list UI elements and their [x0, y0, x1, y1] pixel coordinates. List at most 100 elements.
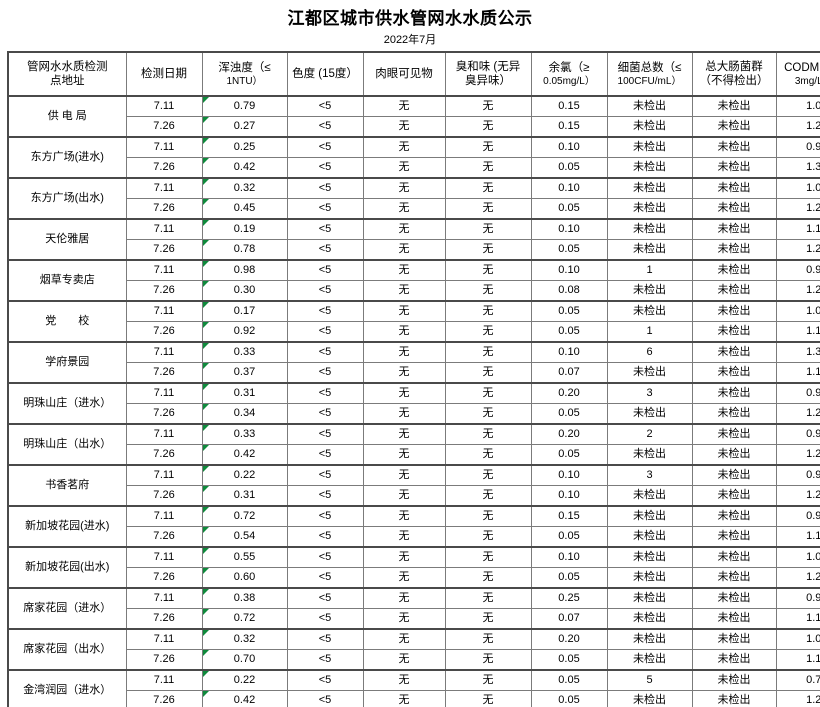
cell-visible-matter: 无 — [362, 464, 446, 486]
table-row: 7.26 0.37 <5 无无 0.07 未检出 未检出 1.1 — [8, 362, 820, 384]
cell-date: 7.26 — [125, 485, 203, 507]
cell-odor: 无 — [444, 321, 532, 343]
table-row: 党 校 7.11 0.17 <5 无无 0.05 未检出 未检出 1.0 — [7, 300, 820, 343]
cell-color: <5 — [286, 321, 364, 343]
cell-color: <5 — [286, 218, 364, 240]
cell-codmn: 1.2 — [775, 239, 820, 261]
cell-comment-marker-icon — [202, 220, 209, 226]
cell-visible-matter: 无 — [362, 177, 446, 199]
cell-color: <5 — [286, 341, 364, 363]
cell-codmn: 1.1 — [775, 362, 820, 384]
column-header-site-line2: 点地址 — [50, 75, 85, 87]
cell-residual-chlorine: 0.10 — [530, 464, 608, 486]
table-row: 天伦雅居 7.11 0.19 <5 无无 0.10 未检出 未检出 1.1 — [7, 218, 820, 261]
cell-residual-chlorine: 0.15 — [530, 116, 608, 138]
cell-comment-marker-icon — [202, 97, 209, 103]
cell-visible-matter: 无 — [362, 218, 446, 240]
cell-comment-marker-icon — [202, 281, 209, 287]
cell-coliform: 未检出 — [691, 382, 777, 404]
cell-bacteria-count: 未检出 — [606, 198, 693, 220]
cell-coliform: 未检出 — [691, 546, 777, 568]
cell-turbidity: 0.54 — [201, 526, 288, 548]
cell-codmn: 1.2 — [775, 403, 820, 425]
cell-odor: 无 — [444, 546, 532, 568]
cell-turbidity: 0.38 — [201, 587, 288, 609]
column-header-site-line1: 管网水水质检测 — [27, 61, 108, 73]
table-row: 东方广场(出水) 7.11 0.32 <5 无无 0.10 未检出 未检出 1.0 — [7, 177, 820, 220]
cell-site-name: 书香茗府 — [7, 464, 127, 507]
table-row: 7.26 0.92 <5 无无 0.05 1 未检出 1.1 — [8, 321, 820, 343]
cell-turbidity-value: 0.45 — [233, 202, 256, 214]
table-row: 7.26 0.27 <5 无无 0.15 未检出 未检出 1.2 — [8, 116, 820, 138]
cell-residual-chlorine: 0.05 — [530, 300, 608, 322]
cell-site-name: 党 校 — [7, 300, 127, 343]
cell-comment-marker-icon — [202, 363, 209, 369]
table-row: 书香茗府 7.11 0.22 <5 无无 0.10 3 未检出 0.9 — [7, 464, 820, 507]
cell-codmn: 1.2 — [775, 444, 820, 466]
cell-color: <5 — [286, 280, 364, 302]
cell-codmn: 0.9 — [775, 505, 820, 527]
cell-residual-chlorine: 0.05 — [530, 239, 608, 261]
table-row: 东方广场(进水) 7.11 0.25 <5 无无 0.10 未检出 未检出 0.9 — [7, 136, 820, 179]
cell-odor: 无 — [444, 177, 532, 199]
cell-codmn: 0.9 — [775, 464, 820, 486]
cell-coliform: 未检出 — [691, 464, 777, 486]
cell-site-name: 东方广场(进水) — [7, 136, 127, 179]
cell-date: 7.26 — [125, 403, 203, 425]
cell-comment-marker-icon — [202, 445, 209, 451]
cell-turbidity: 0.17 — [201, 300, 288, 322]
cell-codmn: 1.2 — [775, 280, 820, 302]
cell-bacteria-count: 未检出 — [606, 690, 693, 707]
cell-color: <5 — [286, 505, 364, 527]
cell-residual-chlorine: 0.10 — [530, 341, 608, 363]
cell-turbidity: 0.55 — [201, 546, 288, 568]
cell-comment-marker-icon — [202, 568, 209, 574]
cell-color: <5 — [286, 690, 364, 707]
column-header-odor-line2: 臭异味） — [465, 75, 511, 87]
table-row: 7.26 0.30 <5 无无 0.08 未检出 未检出 1.2 — [8, 280, 820, 302]
table-row: 7.26 0.31 <5 无无 0.10 未检出 未检出 1.2 — [8, 485, 820, 507]
cell-coliform: 未检出 — [691, 136, 777, 158]
cell-date: 7.26 — [125, 280, 203, 302]
cell-date: 7.11 — [125, 341, 203, 363]
cell-comment-marker-icon — [202, 343, 209, 349]
cell-coliform: 未检出 — [691, 423, 777, 445]
cell-date: 7.26 — [125, 239, 203, 261]
cell-residual-chlorine: 0.10 — [530, 546, 608, 568]
cell-date: 7.26 — [125, 649, 203, 671]
cell-comment-marker-icon — [202, 199, 209, 205]
cell-color: <5 — [286, 239, 364, 261]
cell-bacteria-count: 3 — [606, 382, 693, 404]
cell-codmn: 0.9 — [775, 136, 820, 158]
cell-bacteria-count: 未检出 — [606, 136, 693, 158]
cell-codmn: 1.1 — [775, 608, 820, 630]
cell-color: <5 — [286, 198, 364, 220]
cell-comment-marker-icon — [202, 302, 209, 308]
cell-color: <5 — [286, 587, 364, 609]
cell-color: <5 — [286, 649, 364, 671]
cell-bacteria-count: 5 — [606, 669, 693, 691]
cell-color: <5 — [286, 669, 364, 691]
table-row: 烟草专卖店 7.11 0.98 <5 无无 0.10 1 未检出 0.9 — [7, 259, 820, 302]
cell-visible-matter: 无 — [362, 362, 446, 384]
cell-site-name: 新加坡花园(出水) — [7, 546, 127, 589]
cell-bacteria-count: 未检出 — [606, 649, 693, 671]
cell-comment-marker-icon — [202, 117, 209, 123]
cell-turbidity: 0.33 — [201, 341, 288, 363]
cell-odor: 无 — [444, 382, 532, 404]
cell-residual-chlorine: 0.05 — [530, 321, 608, 343]
cell-coliform: 未检出 — [691, 669, 777, 691]
cell-bacteria-count: 3 — [606, 464, 693, 486]
cell-date: 7.11 — [125, 505, 203, 527]
cell-turbidity-value: 0.42 — [233, 161, 256, 173]
table-row: 学府景园 7.11 0.33 <5 无无 0.10 6 未检出 1.3 — [7, 341, 820, 384]
cell-turbidity: 0.32 — [201, 628, 288, 650]
cell-bacteria-count: 未检出 — [606, 587, 693, 609]
cell-coliform: 未检出 — [691, 116, 777, 138]
cell-turbidity: 0.42 — [201, 444, 288, 466]
column-header-bacteria-count-line1: 细菌总数（≤ — [617, 61, 682, 74]
cell-site-name: 明珠山庄（出水） — [7, 423, 127, 466]
cell-turbidity-value: 0.27 — [233, 120, 256, 132]
cell-date: 7.26 — [125, 362, 203, 384]
cell-visible-matter: 无 — [362, 546, 446, 568]
